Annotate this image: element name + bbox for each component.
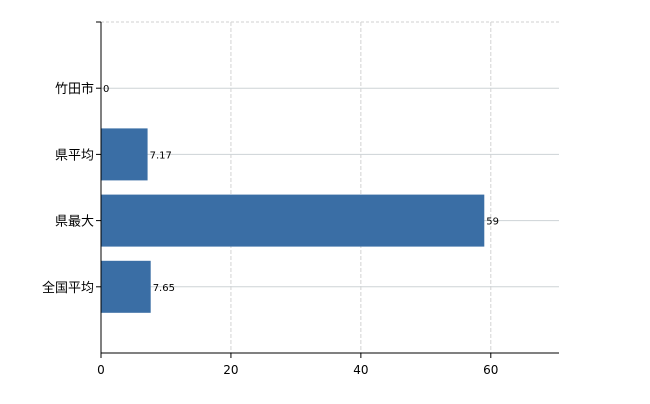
bar — [101, 194, 485, 247]
x-tick-label: 20 — [223, 363, 238, 377]
y-tick-label: 竹田市 — [55, 81, 94, 97]
data-label: 59 — [486, 217, 499, 228]
x-tick-label: 60 — [483, 363, 498, 377]
y-tick-label: 県平均 — [55, 148, 94, 163]
bar — [101, 260, 151, 313]
y-tick-label: 全国平均 — [42, 280, 94, 296]
data-label: 0 — [103, 84, 109, 95]
bar — [101, 128, 148, 181]
x-tick-label: 40 — [353, 363, 368, 377]
data-label: 7.17 — [150, 150, 172, 161]
y-tick-label: 県最大 — [55, 215, 94, 230]
x-tick-label: 0 — [97, 363, 105, 377]
data-label: 7.65 — [153, 283, 175, 294]
